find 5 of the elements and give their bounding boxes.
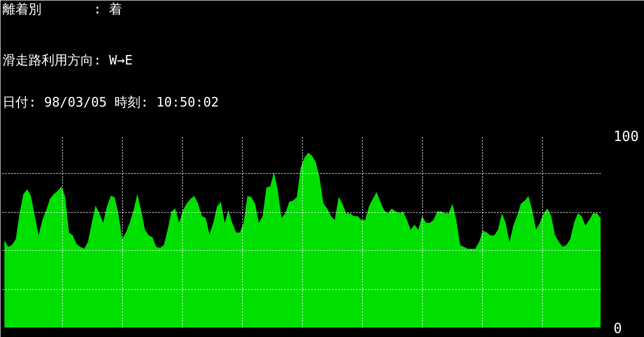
y-tick-label: 100: [614, 129, 639, 145]
chart-title: 離着別 : 着: [2, 2, 122, 18]
y-tick-label: 0: [614, 321, 622, 337]
text: 滑走路利用方向: W→E: [2, 52, 133, 68]
text: 日付: 98/03/05 時刻: 10:50:02: [2, 96, 219, 110]
